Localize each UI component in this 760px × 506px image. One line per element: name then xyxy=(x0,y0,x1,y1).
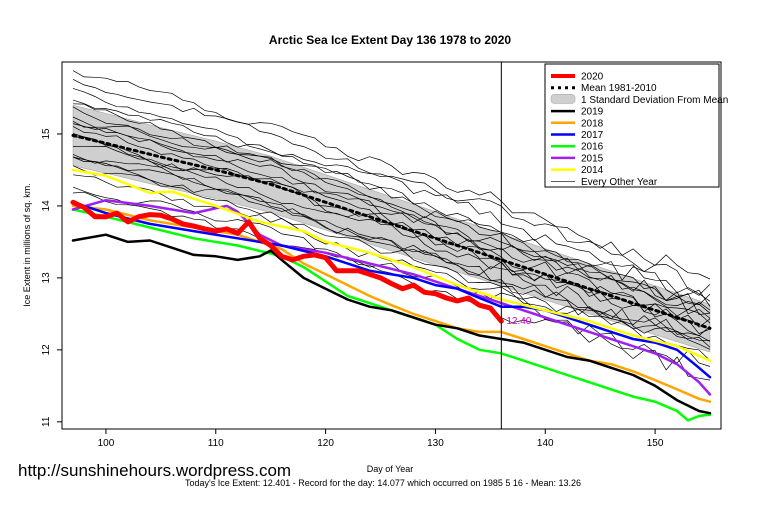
y-tick-label: 13 xyxy=(41,272,52,284)
legend-label: Mean 1981-2010 xyxy=(581,83,657,94)
other-year-line xyxy=(72,123,711,317)
legend-item-2019: 2019 xyxy=(551,107,604,118)
series-2020 xyxy=(70,199,504,324)
other-year-line xyxy=(72,99,711,307)
other-year-line xyxy=(72,165,711,348)
legend-item-2017: 2017 xyxy=(551,130,604,141)
series-2016 xyxy=(71,208,712,422)
other-year-line xyxy=(72,103,711,306)
series-mean-1981-2010 xyxy=(71,133,712,330)
footer-summary: Today's Ice Extent: 12.401 - Record for … xyxy=(185,478,581,488)
legend-label: 2016 xyxy=(581,142,604,153)
series-2017 xyxy=(71,201,712,379)
other-year-line xyxy=(72,88,711,302)
legend-swatch xyxy=(550,94,576,104)
legend-label: 2019 xyxy=(581,107,604,118)
watermark: http://sunshinehours.wordpress.com xyxy=(18,461,291,480)
current-value-label: 12.40 xyxy=(506,316,531,327)
legend-item-1-standard-deviation-from-mean: 1 Standard Deviation From Mean xyxy=(550,94,728,106)
x-tick-label: 140 xyxy=(537,438,554,449)
chart-title: Arctic Sea Ice Extent Day 136 1978 to 20… xyxy=(269,33,511,47)
other-year-line xyxy=(72,186,711,367)
series-2014 xyxy=(71,168,712,362)
other-year-line xyxy=(72,156,711,350)
legend-item-2016: 2016 xyxy=(551,142,604,153)
legend-item-2018: 2018 xyxy=(551,118,604,129)
other-year-line xyxy=(72,116,711,315)
x-axis-label: Day of Year xyxy=(367,464,414,474)
x-tick-label: 150 xyxy=(647,438,664,449)
y-axis-label: Ice Extent in millions of sq. km. xyxy=(22,183,32,307)
other-year-line xyxy=(72,78,711,296)
legend-label: 2020 xyxy=(581,72,604,83)
legend-item-2014: 2014 xyxy=(551,165,604,176)
y-tick-label: 15 xyxy=(41,128,52,140)
x-tick-label: 120 xyxy=(317,438,334,449)
legend-label: 1 Standard Deviation From Mean xyxy=(581,95,728,106)
plot-frame xyxy=(61,61,722,430)
legend-item-every-other-year: Every Other Year xyxy=(551,177,658,188)
series-2018 xyxy=(71,204,712,403)
x-axis: 100 110 120 130 140 150 xyxy=(98,429,664,449)
y-tick-label: 14 xyxy=(41,200,52,212)
x-tick-label: 100 xyxy=(98,438,115,449)
every-other-year-lines xyxy=(72,70,711,381)
other-year-line xyxy=(72,156,711,342)
legend-label: Every Other Year xyxy=(581,177,658,188)
y-tick-label: 11 xyxy=(41,416,52,427)
legend-item-2015: 2015 xyxy=(551,153,604,164)
legend-item-2020: 2020 xyxy=(551,72,604,83)
legend-label: 2018 xyxy=(581,118,604,129)
legend-box xyxy=(544,63,720,188)
x-tick-label: 130 xyxy=(427,438,444,449)
legend-label: 2014 xyxy=(581,165,604,176)
series-2019 xyxy=(71,233,712,415)
y-tick-label: 12 xyxy=(41,344,52,356)
series-2015 xyxy=(71,198,712,396)
x-tick-label: 110 xyxy=(208,438,224,449)
highlighted-series xyxy=(70,133,712,422)
y-axis: 11 12 13 14 15 xyxy=(41,128,62,427)
legend-label: 2015 xyxy=(581,153,604,164)
other-year-line xyxy=(72,70,711,280)
legend-label: 2017 xyxy=(581,130,604,141)
legend-item-mean-1981-2010: Mean 1981-2010 xyxy=(551,83,657,94)
